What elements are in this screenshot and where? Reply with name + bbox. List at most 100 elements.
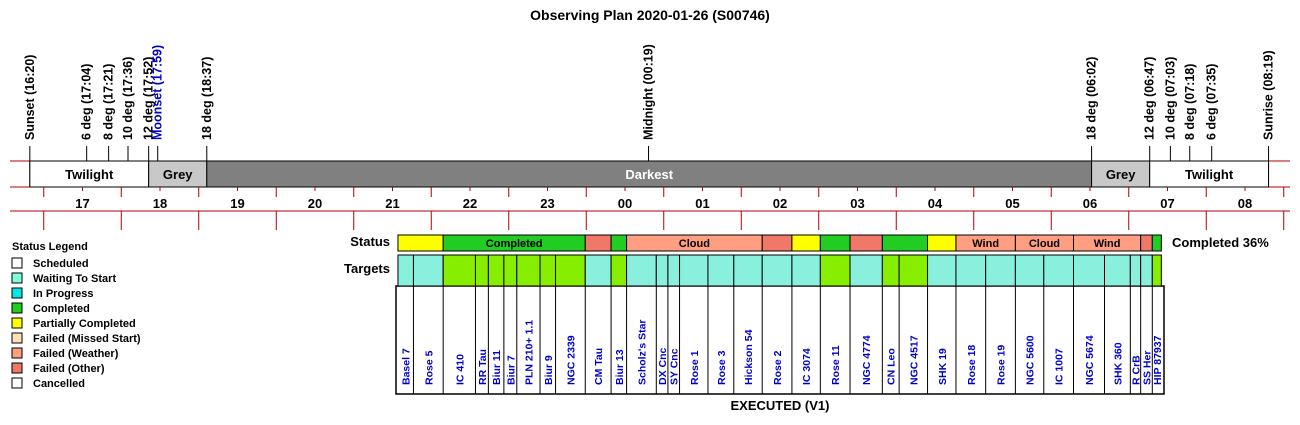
legend-swatch-8 (11, 377, 23, 389)
hour-label-18: 18 (153, 196, 167, 211)
target-label-12: DX Cnc (657, 348, 669, 386)
executed-panel: Status Targets Completed Cloud Wind Cloud Wind… (344, 234, 1269, 413)
target-bar-7 (539, 254, 557, 287)
target-label-10: Biur 13 (614, 349, 626, 385)
status-segment-3 (610, 234, 628, 252)
target-bar-30 (1129, 254, 1142, 287)
target-label-26: NGC 5600 (1025, 335, 1037, 385)
target-bar-9 (584, 254, 612, 287)
period-0 (29, 160, 150, 188)
target-label-19: Rose 11 (830, 345, 842, 385)
hour-label-02: 02 (773, 196, 787, 211)
event-label-10: 10 deg (07:03) (1163, 57, 1177, 140)
event-label-2: 8 deg (17:21) (102, 64, 116, 140)
target-label-31: SS Her (1141, 351, 1153, 385)
target-label-1: Rose 5 (423, 350, 435, 385)
status-segment-8 (849, 234, 883, 252)
target-label-20: NGC 4774 (861, 335, 873, 385)
target-label-18: IC 3074 (801, 348, 813, 385)
legend-swatch-1 (11, 272, 23, 284)
target-bar-26 (1014, 254, 1045, 287)
target-bar-12 (655, 254, 669, 287)
target-bar-14 (679, 254, 709, 287)
period-label-3: Grey (1106, 167, 1136, 182)
target-label-25: Rose 19 (996, 345, 1008, 385)
legend-label-5: Failed (Missed Start) (33, 333, 141, 345)
target-bar-22 (898, 254, 929, 287)
legend-swatch-5 (11, 332, 23, 344)
event-label-13: Sunrise (08:19) (1262, 50, 1276, 140)
target-label-11: Scholz's Star (636, 319, 648, 385)
period-1 (148, 160, 208, 188)
legend-swatch-2 (11, 287, 23, 299)
legend-label-6: Failed (Weather) (33, 348, 119, 360)
legend-swatch-4 (11, 317, 23, 329)
hour-label-21: 21 (385, 196, 399, 211)
hour-label-22: 22 (463, 196, 477, 211)
status-segment-6 (791, 234, 821, 252)
target-bar-2 (442, 254, 476, 287)
executed-footer: EXECUTED (V1) (731, 398, 830, 413)
targets-box (395, 285, 1165, 395)
hour-axis: 17 18 19 20 21 22 23 00 01 02 03 04 05 06 07 08 (10, 187, 1290, 230)
target-bar-16 (733, 254, 763, 287)
target-bar-23 (927, 254, 957, 287)
target-bar-29 (1104, 254, 1131, 287)
status-segment-5 (761, 234, 793, 252)
night-period-bar: Twilight Grey Darkest Grey Twilight (10, 160, 1290, 188)
status-segment-label-11: Wind (972, 238, 999, 250)
target-label-17: Rose 2 (772, 350, 784, 385)
event-label-4: 12 deg (17:52) (142, 57, 156, 140)
period-label-2: Darkest (625, 167, 673, 182)
target-label-2: IC 410 (454, 354, 466, 385)
legend-label-4: Partially Completed (33, 318, 136, 330)
target-bar-18 (791, 254, 821, 287)
status-row-label: Status (350, 234, 390, 249)
event-label-8: 18 deg (06:02) (1085, 57, 1099, 140)
target-bar-5 (503, 254, 518, 287)
targets-row-label: Targets (344, 261, 390, 276)
status-segment-label-4: Cloud (679, 238, 710, 250)
legend-label-1: Waiting To Start (33, 273, 116, 285)
target-label-21: CN Leo (886, 348, 898, 385)
target-label-4: Biur 11 (491, 350, 503, 385)
target-label-30: R CrB (1131, 355, 1143, 385)
target-label-9: CM Tau (593, 348, 605, 385)
target-label-16: Hickson 54 (743, 329, 755, 385)
event-label-6: 18 deg (18:37) (200, 57, 214, 140)
hour-label-04: 04 (928, 196, 943, 211)
event-label-12: 6 deg (07:35) (1205, 64, 1219, 140)
target-bar-25 (985, 254, 1016, 287)
legend-label-2: In Progress (33, 288, 94, 300)
target-label-15: Rose 3 (716, 350, 728, 385)
legend-swatch-0 (11, 257, 23, 269)
status-segment-label-12: Cloud (1029, 238, 1060, 250)
target-label-8: NGC 2339 (565, 335, 577, 385)
target-label-29: SHK 360 (1112, 342, 1124, 385)
target-bar-13 (667, 254, 681, 287)
target-bar-3 (474, 254, 489, 287)
hour-label-19: 19 (230, 196, 244, 211)
hour-label-17: 17 (75, 196, 89, 211)
legend-swatch-7 (11, 362, 23, 374)
status-segment-9 (881, 234, 929, 252)
target-label-32: HIP 87937 (1152, 335, 1164, 385)
legend-label-0: Scheduled (33, 258, 89, 270)
target-label-28: NGC 5674 (1084, 335, 1096, 385)
completion-label: Completed 36% (1172, 235, 1269, 250)
hour-label-05: 05 (1005, 196, 1019, 211)
target-label-0: Basel 7 (401, 348, 413, 385)
status-segment-0 (397, 234, 444, 252)
target-label-6: PLN 210+ 1.1 (523, 320, 535, 385)
status-segment-2 (584, 234, 612, 252)
status-segment-label-13: Wind (1094, 238, 1121, 250)
target-bar-15 (707, 254, 735, 287)
target-bar-0 (397, 254, 414, 287)
legend-label-3: Completed (33, 303, 90, 315)
target-bar-28 (1073, 254, 1105, 287)
target-bar-11 (626, 254, 657, 287)
hour-label-00: 00 (618, 196, 632, 211)
period-label-4: Twilight (1185, 167, 1234, 182)
target-bar-31 (1140, 254, 1153, 287)
